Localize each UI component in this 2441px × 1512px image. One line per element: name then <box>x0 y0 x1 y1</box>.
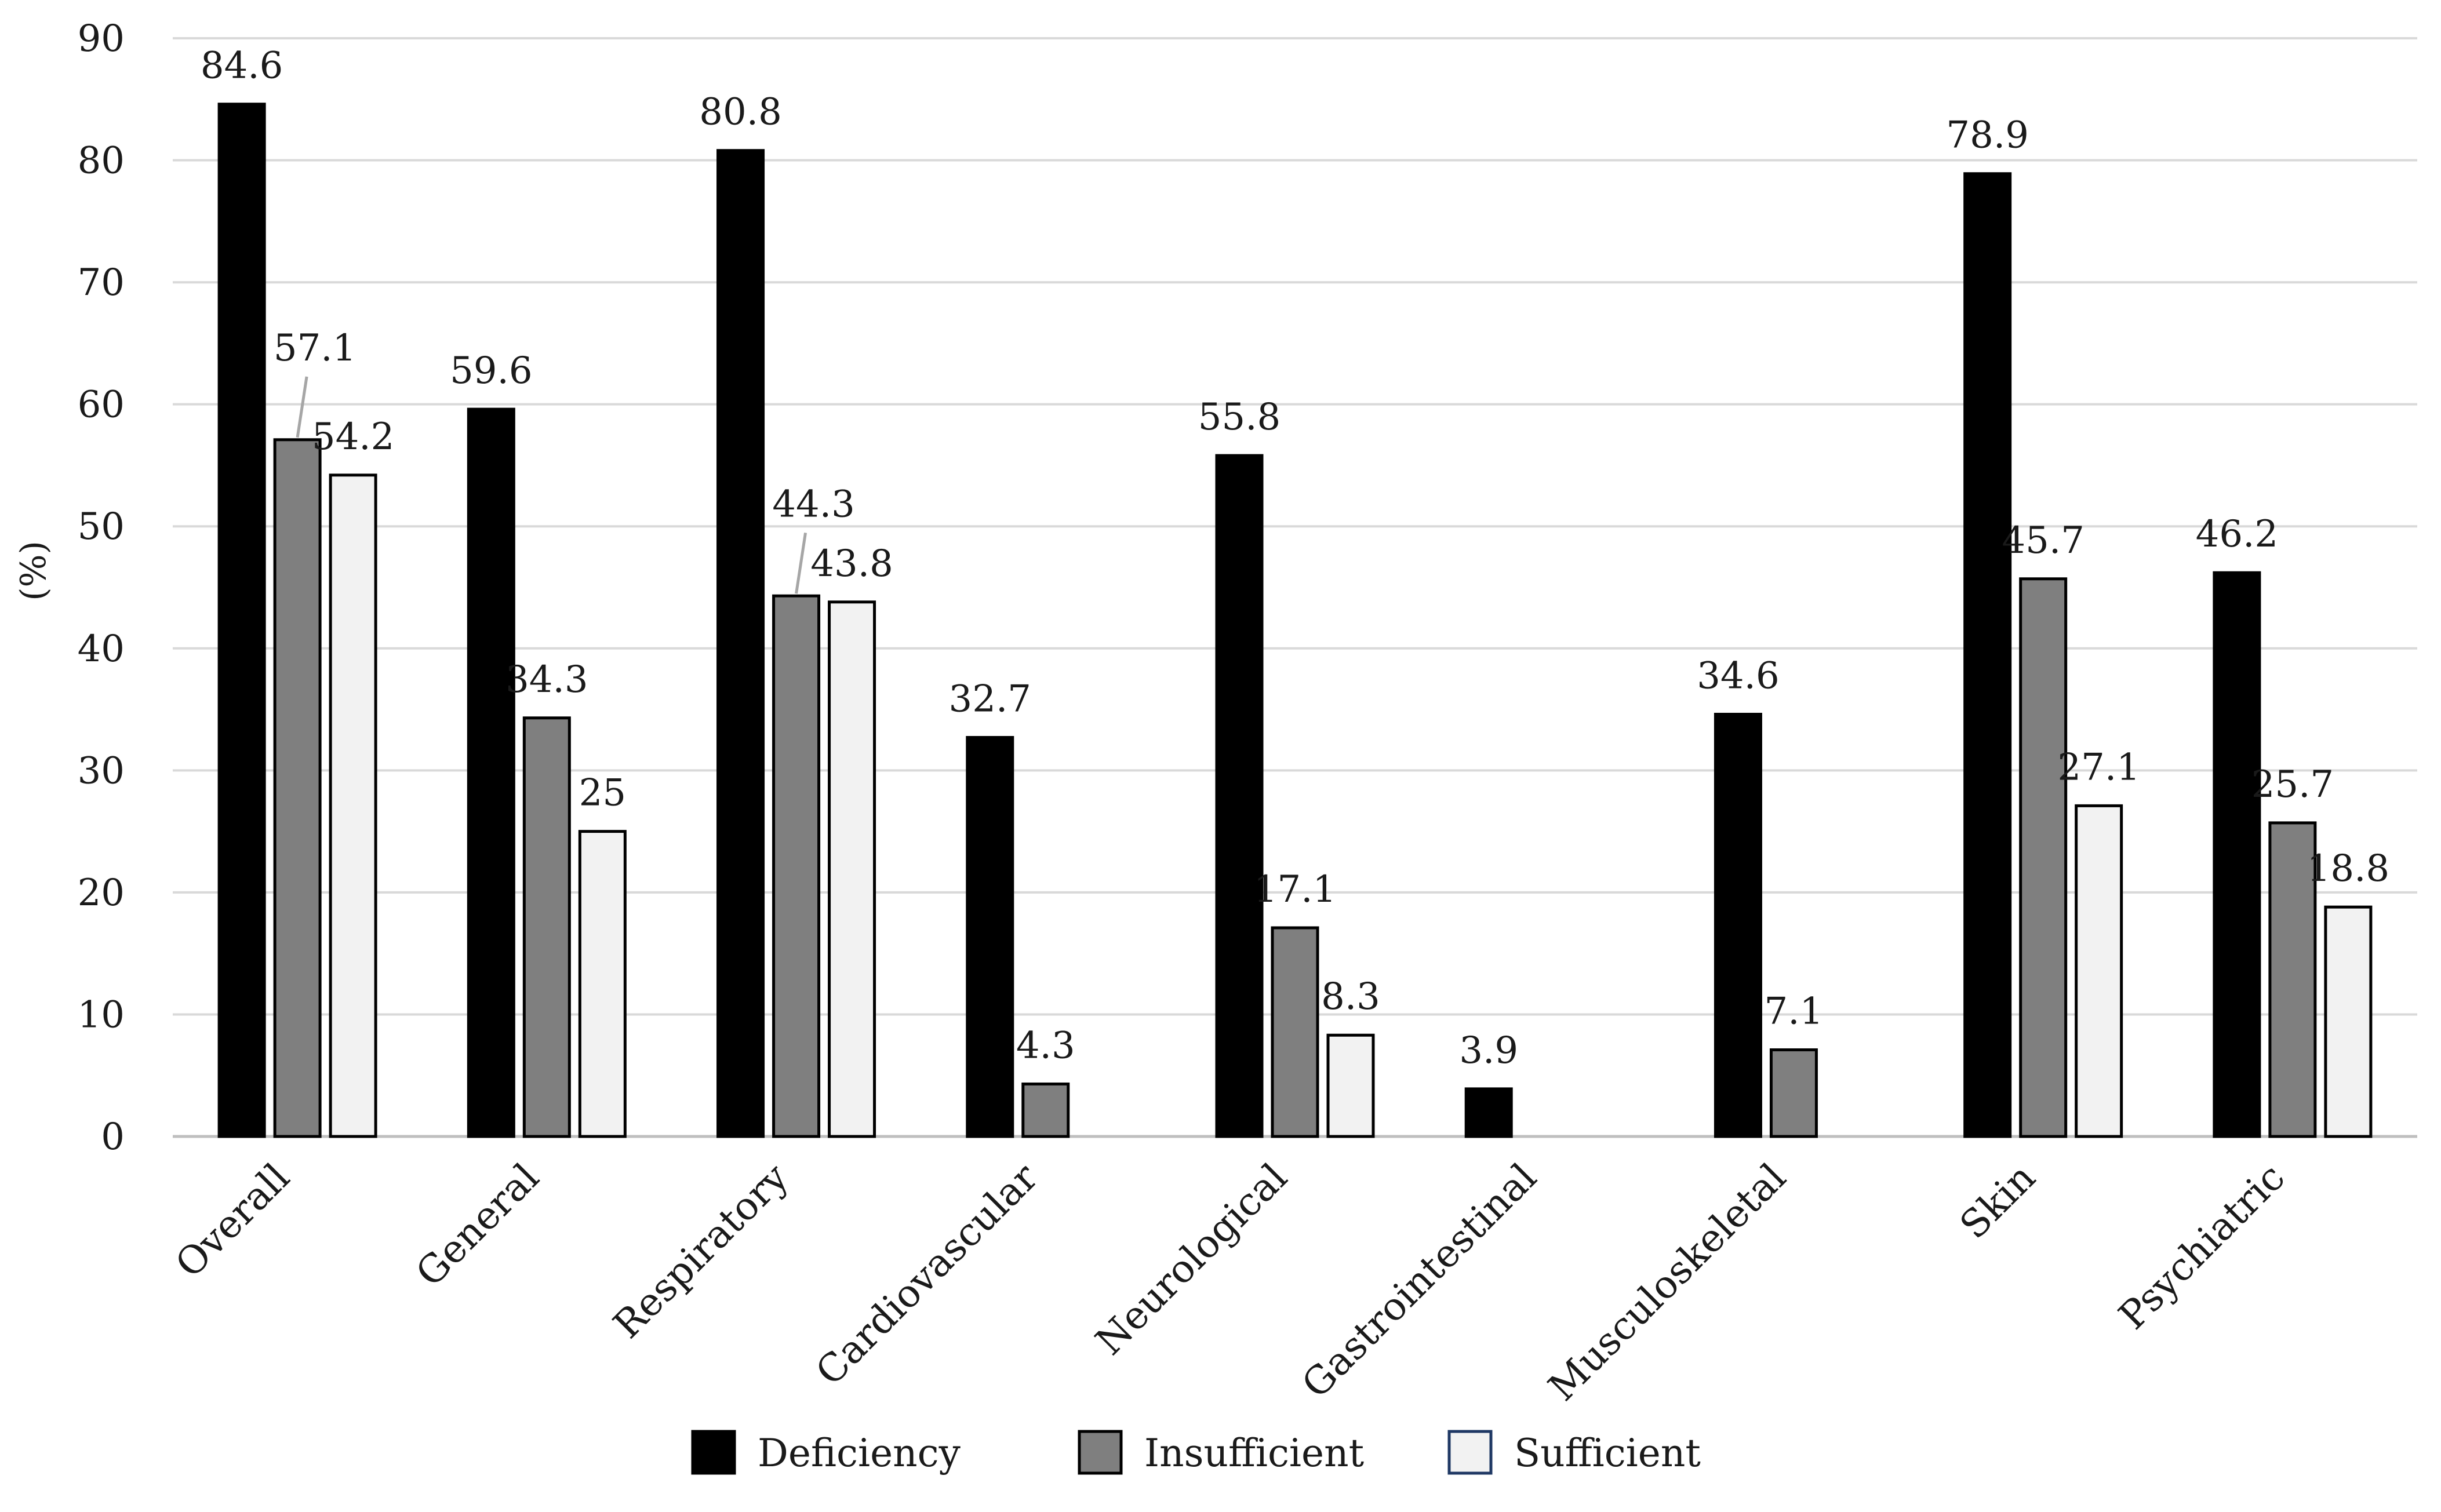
leader-line-respiratory <box>795 533 807 594</box>
bar-insufficient-general <box>522 716 571 1138</box>
y-tick-label: 20 <box>78 872 125 915</box>
data-label-sufficient-skin: 27.1 <box>2057 746 2140 789</box>
data-label-insufficient-skin: 45.7 <box>2002 519 2085 562</box>
data-label-deficiency-overall: 84.6 <box>201 45 283 88</box>
y-axis-ticks: 0 10 20 30 40 50 60 70 80 90 <box>78 17 125 1158</box>
data-label-deficiency-general: 59.6 <box>450 349 533 392</box>
category-label-respiratory: Respiratory <box>605 1154 797 1347</box>
legend-label-deficiency: Deficiency <box>758 1431 961 1475</box>
bar-deficiency-psychiatric <box>2213 571 2261 1138</box>
data-label-sufficient-psychiatric: 18.8 <box>2307 847 2390 890</box>
bar-insufficient-skin <box>2019 577 2068 1138</box>
data-label-sufficient-overall: 54.2 <box>312 416 395 458</box>
bar-deficiency-neurological <box>1215 454 1264 1138</box>
data-label-insufficient-general: 34.3 <box>505 658 588 701</box>
data-label-insufficient-cardiovascular: 4.3 <box>1016 1024 1075 1067</box>
data-label-sufficient-respiratory: 43.8 <box>810 542 893 585</box>
bar-sufficient-psychiatric <box>2324 905 2373 1138</box>
y-tick-label: 30 <box>78 749 125 792</box>
category-label-gastrointestinal: Gastrointestinal <box>1293 1155 1545 1407</box>
data-label-deficiency-neurological: 55.8 <box>1198 396 1281 439</box>
bar-sufficient-skin <box>2075 804 2123 1138</box>
legend-swatch-insufficient <box>1078 1430 1123 1475</box>
data-label-deficiency-cardiovascular: 32.7 <box>949 677 1032 720</box>
legend-swatch-sufficient <box>1447 1430 1493 1475</box>
bar-insufficient-musculoskeletal <box>1769 1048 1818 1138</box>
data-label-insufficient-overall: 57.1 <box>274 327 356 370</box>
y-tick-label: 70 <box>78 261 125 304</box>
bar-insufficient-psychiatric <box>2268 821 2317 1138</box>
bar-insufficient-overall <box>273 438 322 1138</box>
bar-sufficient-overall <box>329 473 377 1138</box>
bar-deficiency-musculoskeletal <box>1714 712 1762 1138</box>
category-label-psychiatric: Psychiatric <box>2110 1155 2293 1338</box>
y-tick-label: 60 <box>78 384 125 427</box>
bar-sufficient-neurological <box>1326 1033 1375 1138</box>
y-tick-label: 50 <box>78 505 125 548</box>
data-label-sufficient-general: 25 <box>579 772 626 815</box>
y-tick-label: 90 <box>78 17 125 60</box>
bars <box>217 103 2373 1138</box>
bar-sufficient-general <box>578 830 627 1138</box>
data-label-deficiency-musculoskeletal: 34.6 <box>1697 654 1780 697</box>
bar-deficiency-overall <box>217 103 266 1138</box>
category-label-musculoskeletal: Musculoskeletal <box>1540 1155 1794 1409</box>
category-label-cardiovascular: Cardiovascular <box>807 1155 1047 1394</box>
bar-deficiency-respiratory <box>716 149 765 1138</box>
bar-insufficient-cardiovascular <box>1021 1082 1070 1138</box>
y-axis-title: (%) <box>13 541 54 601</box>
bar-insufficient-neurological <box>1271 926 1319 1138</box>
bar-deficiency-gastrointestinal <box>1464 1087 1513 1138</box>
bar-insufficient-respiratory <box>772 594 821 1138</box>
data-label-insufficient-musculoskeletal: 7.1 <box>1765 990 1824 1033</box>
y-tick-label: 10 <box>78 993 125 1036</box>
y-tick-label: 80 <box>78 140 125 183</box>
data-label-deficiency-skin: 78.9 <box>1946 114 2029 157</box>
leader-line-overall <box>296 376 308 438</box>
y-tick-label: 40 <box>78 628 125 671</box>
data-label-insufficient-respiratory: 44.3 <box>772 483 855 526</box>
data-label-deficiency-psychiatric: 46.2 <box>2196 513 2279 556</box>
bar-sufficient-respiratory <box>828 600 876 1138</box>
data-label-deficiency-gastrointestinal: 3.9 <box>1459 1029 1518 1072</box>
data-label-deficiency-respiratory: 80.8 <box>699 91 782 134</box>
legend-label-sufficient: Sufficient <box>1514 1431 1701 1475</box>
legend: Deficiency Insufficient Sufficient <box>691 1430 1701 1475</box>
category-label-general: General <box>408 1155 548 1295</box>
y-tick-label: 0 <box>101 1116 125 1158</box>
category-label-skin: Skin <box>1951 1155 2044 1248</box>
legend-swatch-deficiency <box>691 1430 736 1475</box>
x-axis: Overall General Respiratory Cardiovascular N… <box>167 1154 2293 1409</box>
bar-deficiency-skin <box>1963 172 2012 1138</box>
category-label-overall: Overall <box>167 1155 299 1287</box>
data-label-sufficient-neurological: 8.3 <box>1321 975 1380 1018</box>
bar-deficiency-cardiovascular <box>966 735 1014 1138</box>
bar-deficiency-general <box>467 407 515 1138</box>
data-labels: 84.6 57.1 54.2 59.6 34.3 25 80.8 44.3 43.8 32.7 4.… <box>201 45 2389 1072</box>
data-label-insufficient-neurological: 17.1 <box>1254 868 1337 911</box>
data-label-insufficient-psychiatric: 25.7 <box>2251 763 2334 806</box>
legend-label-insufficient: Insufficient <box>1144 1431 1364 1475</box>
category-label-neurological: Neurological <box>1087 1155 1296 1364</box>
